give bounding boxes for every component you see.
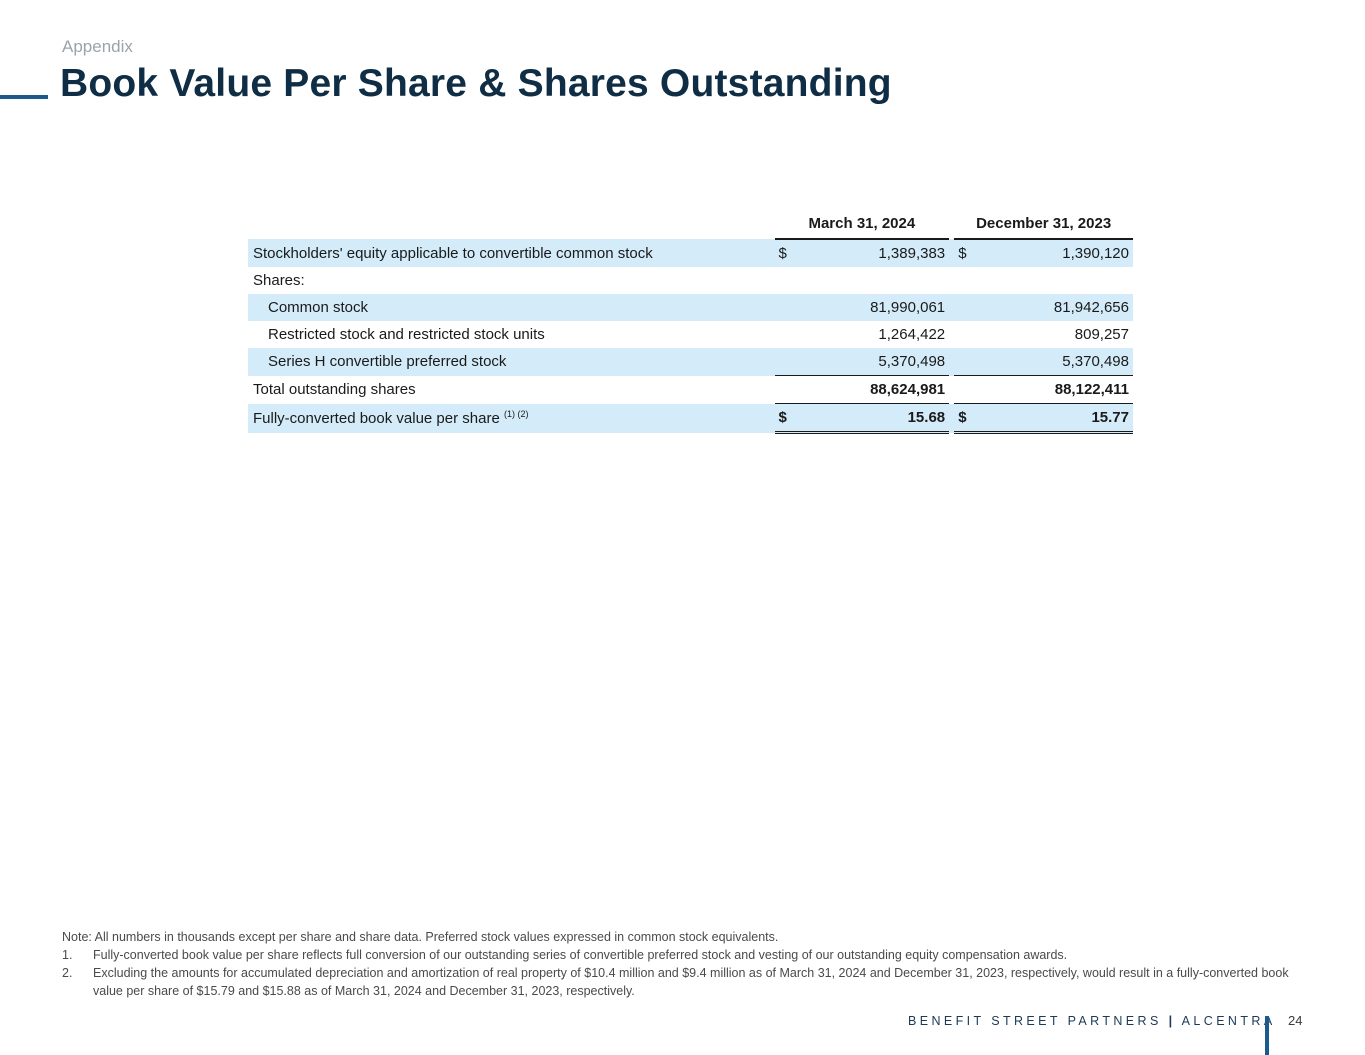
brand-name-right: ALCENTRA — [1181, 1014, 1276, 1028]
row-label-text: Fully-converted book value per share — [253, 409, 500, 427]
footnote-reference: (1) (2) — [503, 408, 529, 419]
section-label: Appendix — [62, 37, 133, 56]
value-mar-2024: 1,264,422 — [878, 326, 946, 343]
value-dec-2023: 1,390,120 — [984, 239, 1133, 267]
table-header-row: March 31, 2024 December 31, 2023 — [248, 210, 1133, 240]
note-text: Note: All numbers in thousands except pe… — [62, 930, 779, 944]
column-header-mar-2024: March 31, 2024 — [774, 210, 950, 240]
value-mar-2024: 15.68 — [804, 403, 950, 434]
footnotes: Note: All numbers in thousands except pe… — [62, 928, 1312, 1000]
value-dec-2023: 81,942,656 — [984, 294, 1133, 321]
table-row: Series H convertible preferred stock 5,3… — [248, 348, 1133, 376]
book-value-table: March 31, 2024 December 31, 2023 Stockho… — [248, 210, 1133, 434]
currency-symbol: $ — [774, 403, 805, 434]
row-label: Fully-converted book value per share (1)… — [248, 403, 775, 433]
footnote-item: 1. Fully-converted book value per share … — [62, 946, 1312, 964]
footnote-text: Excluding the amounts for accumulated de… — [93, 966, 1289, 998]
brand-separator: | — [1168, 1014, 1176, 1028]
footnote-number: 2. — [62, 966, 73, 980]
currency-symbol: $ — [774, 239, 805, 267]
column-header-dec-2023: December 31, 2023 — [954, 210, 1133, 240]
brand-name-left: BENEFIT STREET PARTNERS — [908, 1014, 1162, 1028]
table-row: Common stock 81,990,061 81,942,656 — [248, 294, 1133, 321]
row-label: Total outstanding shares — [253, 381, 416, 398]
row-label: Common stock — [248, 294, 775, 321]
value-mar-2024: 88,624,981 — [804, 375, 950, 404]
value-dec-2023: 809,257 — [1074, 326, 1129, 343]
currency-symbol: $ — [954, 239, 985, 267]
value-dec-2023: 5,370,498 — [984, 348, 1133, 376]
value-mar-2024: 1,389,383 — [804, 239, 950, 267]
row-label: Restricted stock and restricted stock un… — [268, 326, 545, 343]
currency-symbol: $ — [954, 403, 985, 434]
value-mar-2024: 81,990,061 — [804, 294, 950, 321]
footnote-number: 1. — [62, 948, 73, 962]
footnote-item: 2. Excluding the amounts for accumulated… — [62, 964, 1312, 1000]
table-row: Total outstanding shares 88,624,981 88,1… — [248, 375, 1133, 404]
table-row: Restricted stock and restricted stock un… — [248, 321, 1133, 348]
row-label: Series H convertible preferred stock — [248, 348, 775, 376]
table-row: Shares: — [248, 267, 1133, 294]
table-row: Fully-converted book value per share (1)… — [248, 403, 1133, 434]
footer-accent-bar — [1265, 1016, 1269, 1055]
value-dec-2023: 15.77 — [984, 403, 1133, 434]
value-mar-2024: 5,370,498 — [804, 348, 950, 376]
table-row: Stockholders' equity applicable to conve… — [248, 239, 1133, 267]
title-accent-line — [0, 95, 48, 99]
footer-brand: BENEFIT STREET PARTNERS | ALCENTRA — [908, 1014, 1276, 1028]
value-dec-2023: 88,122,411 — [984, 375, 1133, 404]
footnote-text: Fully-converted book value per share ref… — [93, 948, 1068, 962]
page-number: 24 — [1288, 1013, 1303, 1028]
row-label: Stockholders' equity applicable to conve… — [248, 239, 775, 267]
page-title: Book Value Per Share & Shares Outstandin… — [60, 62, 892, 105]
row-label: Shares: — [253, 272, 305, 289]
